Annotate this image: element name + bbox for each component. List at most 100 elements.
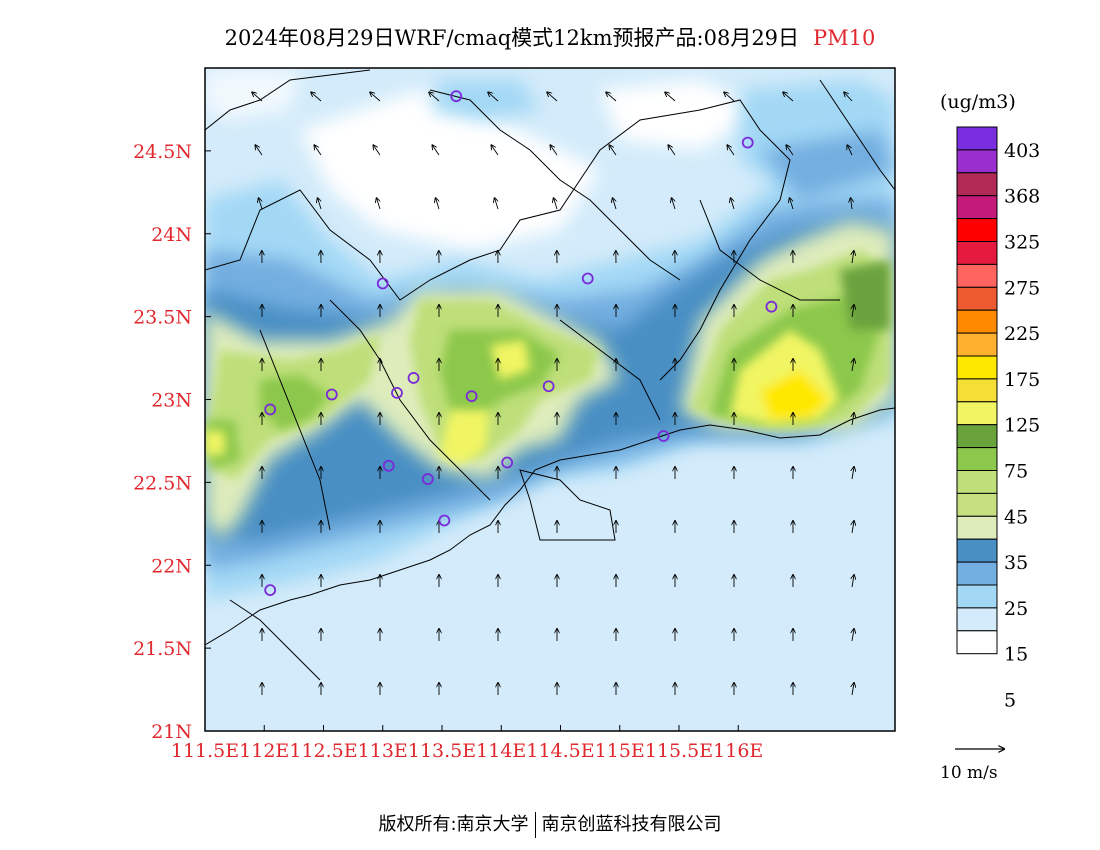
wind-arrow (783, 92, 794, 102)
legend-color-box (956, 218, 998, 243)
lon-label: 114.5E (526, 740, 594, 762)
wind-arrow (550, 145, 558, 156)
station-marker (657, 430, 670, 442)
wind-arrow (851, 198, 852, 210)
wind-arrow (429, 92, 440, 102)
wind-arrow (731, 198, 734, 210)
legend-levels: 403 368 325 275 225 175 125 75 45 35 25 15 5 (1004, 140, 1040, 712)
legend-color-box (956, 355, 998, 380)
wind-arrow (318, 198, 321, 210)
wind-arrow (311, 92, 322, 102)
station-marker (421, 473, 434, 485)
station-marker (264, 403, 277, 416)
wind-arrow (852, 683, 854, 696)
legend-color-box (956, 172, 998, 197)
wind-arrow (668, 145, 676, 156)
wind-arrow (255, 145, 263, 156)
station-marker (581, 272, 594, 285)
lat-label: 21N (151, 721, 192, 743)
station-marker (438, 514, 451, 527)
station-marker (501, 456, 514, 469)
lat-label: 22N (151, 555, 192, 577)
wind-arrow (852, 629, 854, 642)
latitude-labels: 24.5N 24N 23.5N 23N 22.5N 22N 21.5N 21N (133, 141, 192, 743)
lat-label: 22.5N (133, 472, 192, 494)
wind-arrow (852, 467, 854, 480)
lat-label: 21.5N (133, 638, 192, 660)
wind-arrow (852, 521, 854, 534)
wind-arrow (786, 145, 794, 156)
station-marker (325, 388, 338, 401)
legend-level-label: 25 (1004, 598, 1028, 620)
legend-color-box (956, 470, 998, 494)
coastline-and-borders (205, 69, 895, 681)
legend-colorbar (956, 126, 998, 655)
wind-arrow (436, 198, 439, 210)
wind-arrow (613, 198, 616, 210)
station-marker (450, 90, 463, 103)
lon-label: 115E (595, 740, 645, 762)
legend-color-box (956, 286, 998, 311)
wind-vectors (252, 92, 854, 696)
legend-color-box (956, 607, 998, 632)
legend-color-box (956, 424, 998, 449)
wind-arrow (609, 145, 617, 156)
title-text: 2024年08月29日WRF/cmaq模式12km预报产品:08月29日 (224, 26, 800, 50)
wind-arrow (790, 198, 793, 210)
wind-arrow (370, 92, 381, 102)
legend-level-label: 225 (1004, 323, 1040, 345)
wind-arrow (491, 145, 499, 156)
station-marker (765, 300, 778, 313)
legend-level-label: 35 (1004, 552, 1028, 574)
axis-ticks (204, 150, 739, 732)
legend-level-label: 325 (1004, 232, 1040, 254)
footer-separator (534, 812, 536, 838)
wind-arrow (672, 198, 675, 210)
pollutant-label: PM10 (813, 26, 876, 50)
legend-level-label: 175 (1004, 369, 1040, 391)
lon-label: 112.5E (289, 740, 357, 762)
lon-label: 115.5E (645, 740, 713, 762)
station-marker (264, 584, 277, 597)
wind-arrow (852, 359, 854, 372)
wind-arrow (432, 145, 440, 156)
wind-arrow (377, 198, 380, 210)
station-marker (391, 386, 403, 399)
copyright-text: 版权所有:南京大学 (378, 814, 529, 835)
lat-label: 24.5N (133, 141, 192, 163)
wind-arrow (665, 92, 676, 102)
legend-level-label: 75 (1004, 461, 1028, 483)
legend-color-box (956, 241, 998, 265)
reference-vector-label: 10 m/s (940, 763, 998, 783)
legend-units: (ug/m3) (940, 91, 1016, 113)
lon-label: 116E (713, 740, 763, 762)
company-text: 南京创蓝科技有限公司 (541, 814, 722, 835)
longitude-labels: 111.5E 112E 112.5E 113E 113.5E 114E 114.5E 115E… (171, 740, 763, 762)
lat-label: 23.5N (133, 307, 192, 329)
wind-arrow (547, 92, 558, 102)
wind-arrow (314, 145, 322, 156)
station-marker (741, 136, 754, 149)
legend-color-box (956, 263, 998, 288)
wind-arrow (495, 198, 498, 210)
wind-arrow (844, 92, 853, 102)
legend-level-label: 45 (1004, 506, 1028, 528)
legend-color-box (956, 332, 998, 357)
legend-level-label: 368 (1004, 186, 1040, 208)
wind-arrow (727, 145, 735, 156)
wind-arrow (847, 145, 853, 156)
wind-arrow (606, 92, 617, 102)
lon-label: 113E (358, 740, 408, 762)
legend-color-box (956, 561, 998, 586)
legend-color-box (956, 378, 998, 403)
station-marker (542, 380, 555, 393)
legend-level-label: 5 (1004, 690, 1016, 712)
lon-label: 114E (476, 740, 526, 762)
legend-color-box (956, 195, 998, 220)
legend-level-label: 275 (1004, 277, 1040, 299)
footer: 版权所有:南京大学 南京创蓝科技有限公司 (0, 810, 1100, 838)
legend-color-box (956, 149, 998, 174)
wind-arrow (259, 198, 262, 210)
lat-label: 23N (151, 390, 192, 412)
